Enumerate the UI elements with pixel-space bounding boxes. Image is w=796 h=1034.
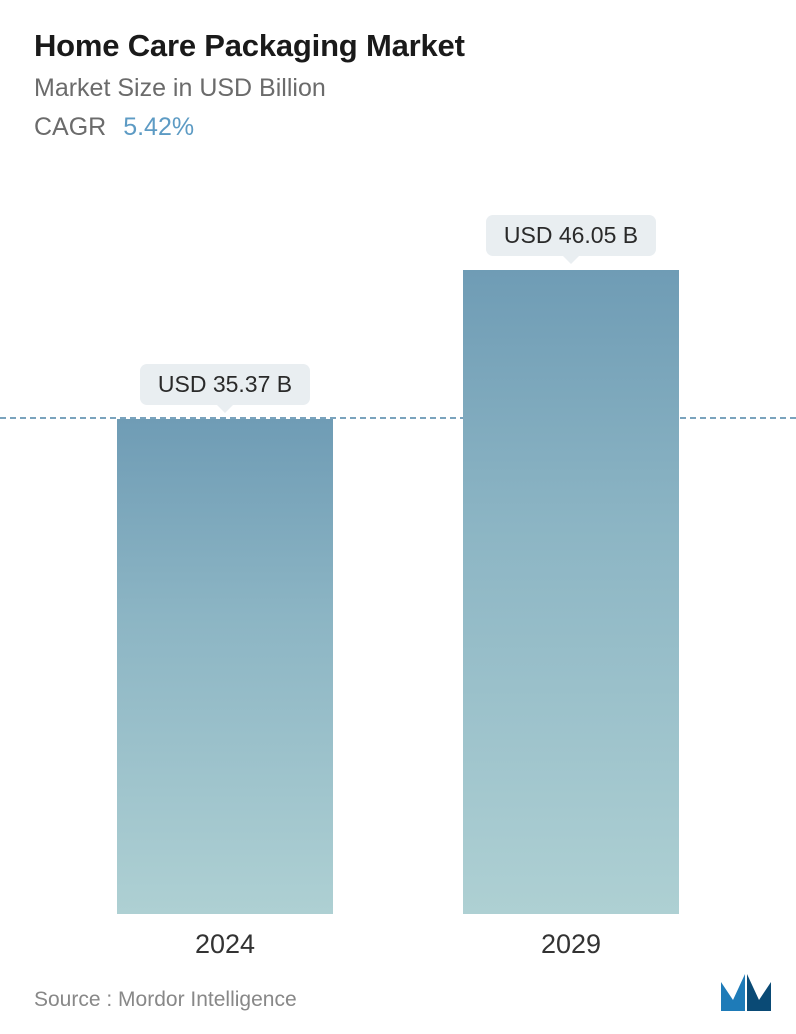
x-axis-label: 2024	[117, 929, 333, 960]
bar-group: USD 35.37 B	[117, 190, 333, 914]
bar	[463, 270, 679, 914]
x-axis-labels: 2024 2029	[0, 929, 796, 960]
bar-value-label: USD 35.37 B	[140, 364, 310, 405]
brand-logo-icon	[720, 972, 772, 1012]
x-axis-label: 2029	[463, 929, 679, 960]
bar-value-label: USD 46.05 B	[486, 215, 656, 256]
chart-header: Home Care Packaging Market Market Size i…	[0, 0, 796, 142]
cagr-row: CAGR 5.42%	[34, 113, 762, 142]
bar	[117, 419, 333, 914]
chart-plot-area: USD 35.37 B USD 46.05 B	[0, 190, 796, 914]
chart-title: Home Care Packaging Market	[34, 28, 762, 64]
bars-container: USD 35.37 B USD 46.05 B	[0, 190, 796, 914]
chart-footer: Source : Mordor Intelligence	[34, 972, 772, 1012]
bar-group: USD 46.05 B	[463, 190, 679, 914]
cagr-value: 5.42%	[123, 113, 194, 141]
source-attribution: Source : Mordor Intelligence	[34, 988, 297, 1012]
cagr-label: CAGR	[34, 113, 106, 141]
chart-subtitle: Market Size in USD Billion	[34, 74, 762, 103]
